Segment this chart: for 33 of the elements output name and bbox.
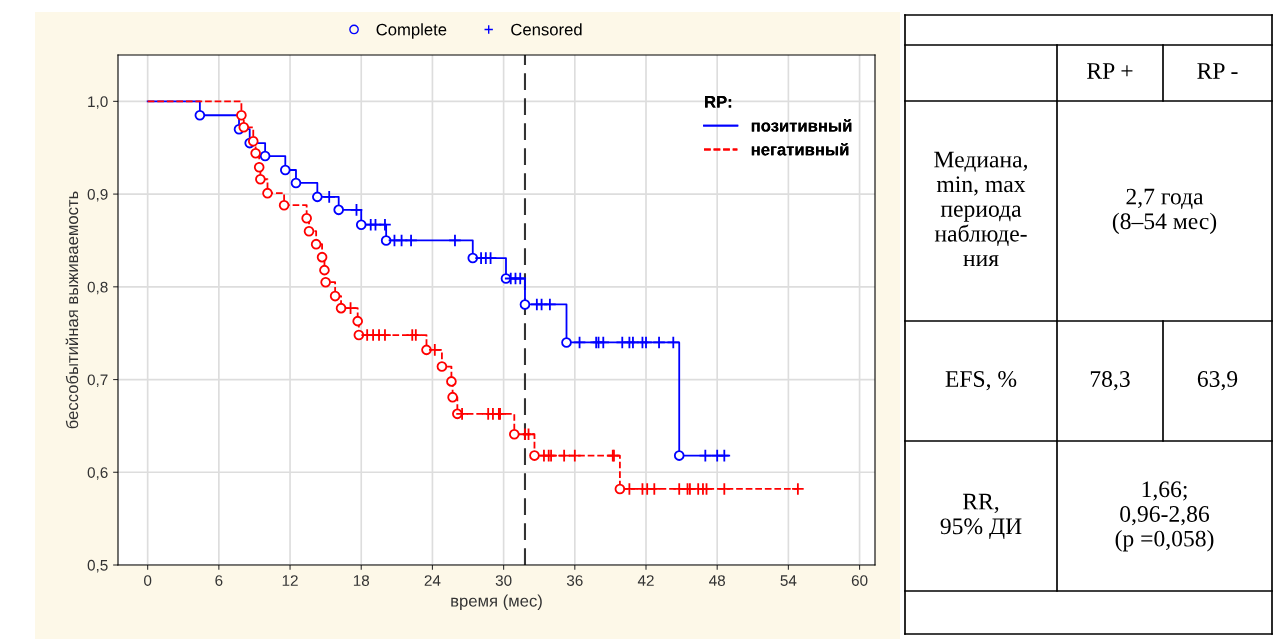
- x-tick-label: 60: [851, 575, 868, 586]
- y-tick-label: 0,5: [87, 559, 108, 573]
- y-tick-label: 0,8: [87, 281, 108, 295]
- x-axis-title: время (мес): [451, 594, 542, 611]
- text: Медиана, min, max периода наблюде- ния: [934, 151, 1027, 267]
- y-tick-label: 0,9: [87, 188, 108, 202]
- legend-label: позитивный: [751, 119, 852, 132]
- x-tick-label: 0: [144, 575, 152, 586]
- x-tick-label: 48: [709, 575, 726, 586]
- text: 63,9: [1197, 371, 1238, 391]
- x-tick-label: 36: [566, 575, 583, 586]
- y-tick-label: 0,6: [87, 467, 108, 480]
- y-tick-label: 0,7: [87, 374, 108, 388]
- text: RP +: [1087, 63, 1133, 79]
- x-tick-label: 54: [780, 575, 797, 586]
- x-tick-label: 18: [353, 575, 370, 586]
- text: RP -: [1197, 63, 1238, 79]
- x-tick-label: 42: [637, 575, 654, 586]
- legend-label: негативный: [751, 142, 849, 156]
- y-tick-label: 1,0: [88, 96, 108, 109]
- x-tick-label: 30: [495, 575, 512, 586]
- text: 1,66; 0,96-2,86 (p =0,058): [1115, 481, 1214, 552]
- y-axis-title: бессобытийная выживаемость: [65, 191, 79, 429]
- text: EFS, %: [945, 370, 1017, 391]
- x-tick-label: 24: [424, 575, 441, 586]
- x-tick-label: 6: [215, 575, 223, 586]
- x-tick-label: 12: [282, 575, 298, 586]
- text: RR, 95% ДИ: [940, 493, 1022, 540]
- text: 78,3: [1090, 370, 1130, 391]
- legend-label: Complete: [376, 23, 447, 39]
- legend-label: Censored: [511, 23, 582, 36]
- legend-title: RP:: [705, 96, 732, 108]
- text: 2,7 года (8–54 мес): [1112, 188, 1217, 235]
